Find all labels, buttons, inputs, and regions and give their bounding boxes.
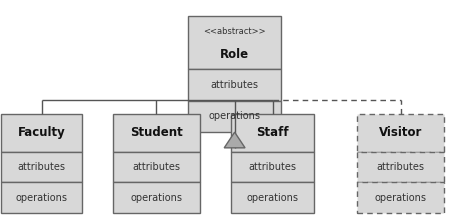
Text: Visitor: Visitor: [379, 127, 422, 140]
Bar: [113, 114, 200, 152]
Bar: [1, 182, 82, 213]
Bar: [231, 152, 314, 182]
Text: attributes: attributes: [248, 162, 297, 172]
Bar: [188, 69, 281, 101]
Text: <<abstract>>: <<abstract>>: [203, 27, 266, 36]
Text: operations: operations: [16, 192, 68, 202]
Bar: [1, 114, 82, 152]
Bar: [356, 114, 444, 152]
Text: Staff: Staff: [256, 127, 289, 140]
Text: operations: operations: [246, 192, 299, 202]
Text: attributes: attributes: [376, 162, 425, 172]
Text: operations: operations: [374, 192, 427, 202]
Bar: [113, 152, 200, 182]
Bar: [356, 182, 444, 213]
Bar: [113, 182, 200, 213]
Text: attributes: attributes: [18, 162, 66, 172]
Text: Student: Student: [130, 127, 183, 140]
Bar: [356, 152, 444, 182]
Polygon shape: [224, 132, 245, 148]
Bar: [188, 101, 281, 132]
Text: operations: operations: [209, 111, 261, 121]
Text: Role: Role: [220, 48, 249, 61]
Text: operations: operations: [130, 192, 182, 202]
Bar: [231, 182, 314, 213]
Bar: [188, 16, 281, 69]
Bar: [1, 152, 82, 182]
Text: Faculty: Faculty: [18, 127, 65, 140]
Text: attributes: attributes: [132, 162, 181, 172]
Text: attributes: attributes: [210, 80, 259, 90]
Bar: [231, 114, 314, 152]
